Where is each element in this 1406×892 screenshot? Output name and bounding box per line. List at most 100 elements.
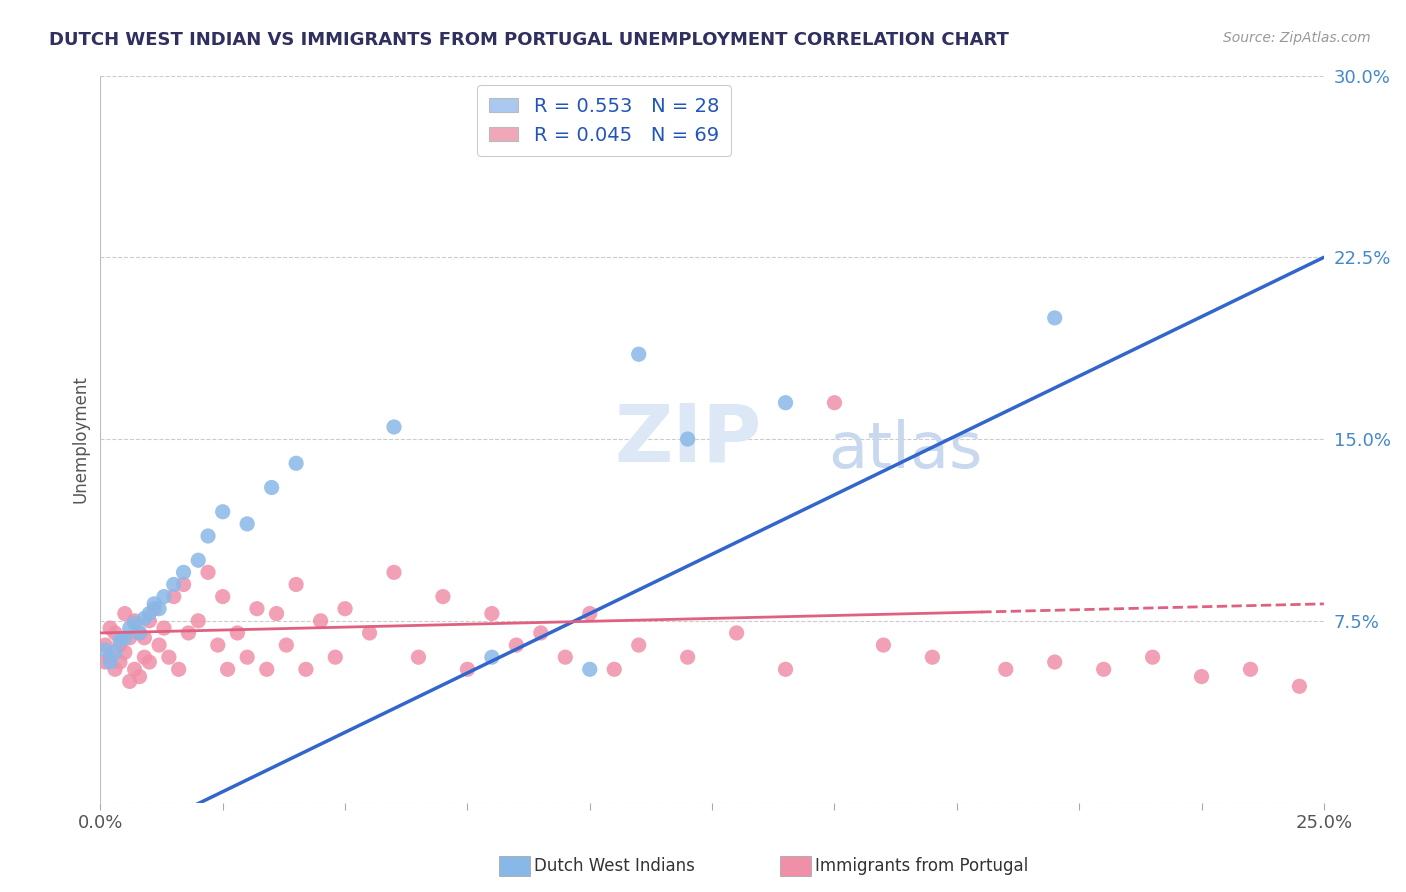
Point: [627, 638, 650, 652]
Text: DUTCH WEST INDIAN VS IMMIGRANTS FROM PORTUGAL UNEMPLOYMENT CORRELATION CHART: DUTCH WEST INDIAN VS IMMIGRANTS FROM POR…: [49, 31, 1010, 49]
Point: [1092, 662, 1115, 676]
Point: [676, 432, 699, 446]
Point: [266, 607, 288, 621]
Point: [104, 626, 127, 640]
Point: [153, 621, 176, 635]
Point: [456, 662, 478, 676]
Point: [163, 590, 186, 604]
Point: [138, 614, 160, 628]
Point: [481, 650, 503, 665]
Point: [382, 566, 405, 580]
Point: [114, 645, 136, 659]
Point: [94, 643, 117, 657]
Point: [775, 662, 797, 676]
Point: [236, 516, 259, 531]
Point: [98, 655, 121, 669]
Point: [108, 638, 131, 652]
Point: [138, 607, 160, 621]
Point: [197, 529, 219, 543]
Point: [153, 590, 176, 604]
Point: [246, 601, 269, 615]
Point: [481, 607, 503, 621]
Point: [1142, 650, 1164, 665]
Point: [148, 601, 170, 615]
Point: [236, 650, 259, 665]
Point: [1043, 655, 1066, 669]
Point: [104, 662, 127, 676]
Point: [177, 626, 200, 640]
Point: [285, 456, 308, 470]
Point: [128, 669, 150, 683]
Point: [725, 626, 748, 640]
Point: [554, 650, 576, 665]
Point: [1043, 310, 1066, 325]
Point: [143, 597, 166, 611]
Point: [382, 420, 405, 434]
Text: Immigrants from Portugal: Immigrants from Portugal: [815, 857, 1029, 875]
Point: [187, 553, 209, 567]
Point: [276, 638, 298, 652]
Point: [775, 395, 797, 409]
Point: [627, 347, 650, 361]
Point: [108, 633, 131, 648]
Point: [578, 607, 600, 621]
Point: [603, 662, 626, 676]
Point: [1191, 669, 1213, 683]
Point: [134, 650, 156, 665]
Point: [98, 621, 121, 635]
Point: [1239, 662, 1261, 676]
Point: [138, 655, 160, 669]
Point: [94, 638, 117, 652]
Point: [211, 505, 233, 519]
Text: Source: ZipAtlas.com: Source: ZipAtlas.com: [1223, 31, 1371, 45]
Point: [578, 662, 600, 676]
Point: [226, 626, 249, 640]
Point: [104, 645, 127, 659]
Point: [408, 650, 430, 665]
Point: [187, 614, 209, 628]
Point: [114, 607, 136, 621]
Point: [124, 614, 146, 628]
Point: [98, 650, 121, 665]
Point: [163, 577, 186, 591]
Point: [114, 631, 136, 645]
Point: [872, 638, 894, 652]
Point: [323, 650, 346, 665]
Point: [173, 577, 195, 591]
Point: [260, 481, 283, 495]
Point: [108, 655, 131, 669]
Point: [134, 611, 156, 625]
Point: [124, 662, 146, 676]
Point: [134, 631, 156, 645]
Point: [505, 638, 527, 652]
Point: [359, 626, 381, 640]
Point: [167, 662, 190, 676]
Point: [217, 662, 239, 676]
Point: [211, 590, 233, 604]
Point: [128, 626, 150, 640]
Point: [148, 638, 170, 652]
Point: [295, 662, 318, 676]
Point: [94, 655, 117, 669]
Point: [256, 662, 278, 676]
Point: [285, 577, 308, 591]
Point: [207, 638, 229, 652]
Legend: R = 0.553   N = 28, R = 0.045   N = 69: R = 0.553 N = 28, R = 0.045 N = 69: [477, 86, 731, 156]
Point: [143, 601, 166, 615]
Point: [118, 621, 141, 635]
Text: ZIP: ZIP: [614, 400, 762, 478]
Point: [676, 650, 699, 665]
Y-axis label: Unemployment: Unemployment: [72, 376, 89, 503]
Text: atlas: atlas: [828, 419, 983, 481]
Point: [197, 566, 219, 580]
Point: [994, 662, 1017, 676]
Point: [432, 590, 454, 604]
Point: [173, 566, 195, 580]
Point: [824, 395, 846, 409]
Text: Dutch West Indians: Dutch West Indians: [534, 857, 695, 875]
Point: [118, 674, 141, 689]
Point: [124, 616, 146, 631]
Point: [309, 614, 332, 628]
Point: [921, 650, 943, 665]
Point: [333, 601, 356, 615]
